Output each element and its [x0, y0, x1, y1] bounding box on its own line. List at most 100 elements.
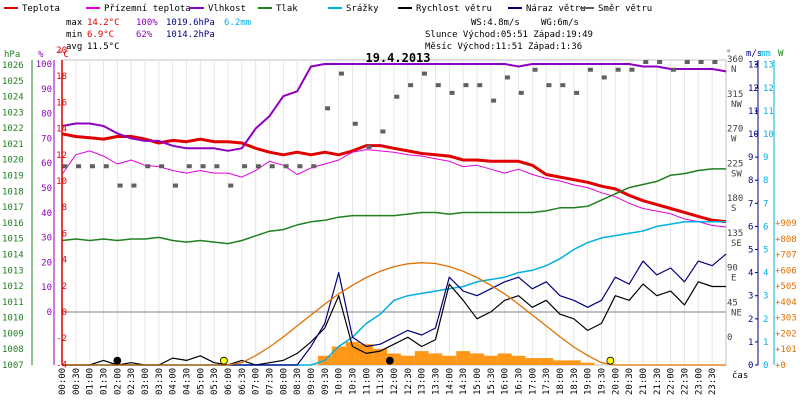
wind-dir-mark-44 — [670, 67, 676, 72]
axis-dir-tick: 90 — [727, 264, 738, 274]
legend-label-4: Srážky — [346, 4, 379, 14]
x-tick-label: 04:30 — [183, 368, 193, 395]
axis-pct-tick: 50 — [41, 184, 52, 194]
axis-wm-tick: +707 — [775, 251, 797, 261]
axis-pct-tick: 60 — [41, 159, 52, 169]
wind-dir-mark-34 — [532, 67, 538, 72]
x-tick-label: 01:30 — [100, 368, 110, 395]
x-tick-label: 23:00 — [694, 368, 704, 395]
legend-label-5: Rychlost větru — [416, 4, 492, 14]
axis-hpa-tick: 1019 — [2, 172, 24, 182]
rain-bar-6 — [400, 355, 415, 365]
axis-mm-tick: 3 — [763, 292, 768, 302]
axis-ms-tick: 5 — [748, 246, 753, 256]
stat-max-temp: 14.2°C — [87, 18, 120, 28]
axis-dir-compass: NW — [731, 100, 742, 110]
stat-min-hum: 62% — [136, 30, 153, 40]
wind-dir-mark-22 — [366, 144, 372, 149]
axis-hpa-tick: 1014 — [2, 250, 24, 260]
axis-dir-compass: W — [731, 135, 737, 145]
info-ws: WS:4.8m/s — [471, 18, 520, 28]
axis-ms-tick: 10 — [748, 130, 759, 140]
axis-wm-tick: +606 — [775, 266, 797, 276]
x-tick-label: 07:00 — [252, 368, 262, 395]
axis-wm-unit: W — [778, 49, 784, 59]
wind-dir-mark-26 — [421, 71, 427, 76]
wind-dir-mark-39 — [601, 75, 607, 80]
x-tick-label: 05:30 — [210, 368, 220, 395]
legend-label-0: Teplota — [22, 4, 60, 14]
stat-max-press: 1019.6hPa — [166, 18, 215, 28]
x-tick-label: 03:30 — [155, 368, 165, 395]
axis-wm-tick: +0 — [775, 361, 786, 371]
x-tick-label: 18:00 — [556, 368, 566, 395]
rain-bar-4 — [373, 348, 388, 365]
axis-dir-tick: 360 — [727, 55, 743, 65]
info-moon: Měsíc Východ:11:51 Západ:1:36 — [425, 42, 582, 52]
axis-hpa-tick: 1011 — [2, 298, 24, 308]
axis-ms-tick: 12 — [748, 84, 759, 94]
rain-bar-8 — [428, 353, 443, 365]
x-tick-label: 22:30 — [681, 368, 691, 395]
legend-label-3: Tlak — [276, 4, 298, 14]
x-axis-label: čas — [732, 370, 748, 381]
axis-hpa-tick: 1017 — [2, 203, 24, 213]
wind-dir-mark-13 — [242, 164, 248, 169]
wind-dir-mark-19 — [325, 106, 331, 111]
axis-wm-tick: +303 — [775, 314, 797, 324]
rain-bar-14 — [511, 355, 526, 365]
axis-pct-tick: 30 — [41, 234, 52, 244]
x-tick-label: 07:30 — [266, 368, 276, 395]
axis-hpa-tick: 1009 — [2, 329, 24, 339]
axis-mm-tick: 10 — [763, 130, 774, 140]
axis-pct-tick: 0 — [47, 308, 52, 318]
x-tick-label: 12:30 — [404, 368, 414, 395]
x-tick-label: 08:00 — [279, 368, 289, 395]
axis-hpa-tick: 1008 — [2, 345, 24, 355]
axis-dir-tick: 45 — [727, 298, 738, 308]
axis-hpa-tick: 1025 — [2, 77, 24, 87]
x-tick-label: 13:00 — [418, 368, 428, 395]
x-tick-label: 18:30 — [570, 368, 580, 395]
wind-dir-mark-21 — [352, 121, 358, 126]
x-tick-label: 08:30 — [293, 368, 303, 395]
axis-hpa-tick: 1023 — [2, 108, 24, 118]
wind-dir-mark-0 — [62, 164, 68, 169]
wind-dir-mark-14 — [255, 164, 261, 169]
axis-temp-tick: 8 — [62, 203, 67, 213]
x-tick-label: 05:00 — [196, 368, 206, 395]
axis-hpa-tick: 1015 — [2, 235, 24, 245]
x-tick-label: 10:30 — [349, 368, 359, 395]
wind-dir-mark-32 — [504, 75, 510, 80]
axis-wm-tick: +808 — [775, 235, 797, 245]
axis-mm-tick: 4 — [763, 269, 768, 279]
wind-dir-mark-11 — [214, 164, 220, 169]
axis-temp-tick: 0 — [62, 308, 67, 318]
x-tick-label: 11:30 — [376, 368, 386, 395]
rain-bar-16 — [539, 358, 554, 365]
x-tick-label: 20:30 — [625, 368, 635, 395]
axis-temp-tick: 2 — [62, 282, 67, 292]
axis-dir-tick: 180 — [727, 194, 743, 204]
axis-dir-tick: 225 — [727, 159, 743, 169]
axis-ms-tick: 7 — [748, 199, 753, 209]
axis-hpa-tick: 1024 — [2, 93, 24, 103]
info-block: WS:4.8m/s WG:6m/s Slunce Východ:05:51 Zá… — [425, 18, 593, 52]
marker-sunset — [606, 356, 615, 365]
wind-dir-mark-47 — [712, 60, 718, 64]
rain-bar-7 — [414, 351, 429, 365]
axis-temp-tick: 4 — [62, 256, 67, 266]
rain-bar-10 — [456, 351, 471, 365]
axis-pct-unit: % — [38, 50, 44, 60]
axis-mm-tick: 13 — [763, 61, 774, 71]
series-line-0 — [61, 132, 727, 224]
x-tick-label: 11:00 — [362, 368, 372, 395]
axis-wm-tick: +404 — [775, 298, 797, 308]
wind-dir-mark-42 — [643, 60, 649, 64]
axis-pct-tick: 20 — [41, 258, 52, 268]
axis-dir-compass: SE — [731, 239, 742, 249]
axis-pct-tick: 70 — [41, 134, 52, 144]
x-tick-label: 17:00 — [528, 368, 538, 395]
axis-hpa-tick: 1010 — [2, 314, 24, 324]
axis-wm-tick: +505 — [775, 282, 797, 292]
